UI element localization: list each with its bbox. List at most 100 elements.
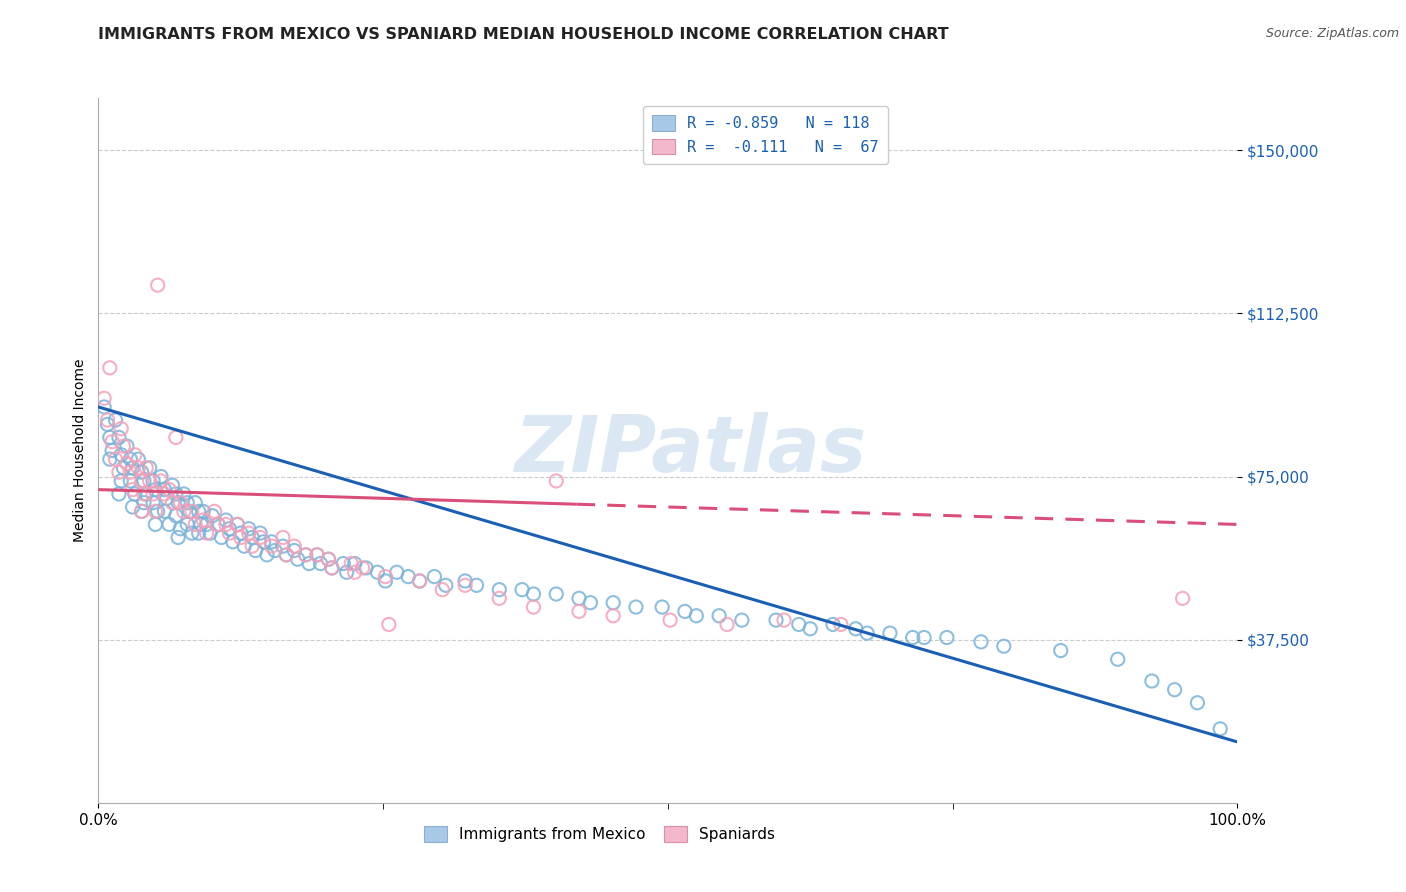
Point: [276, 548, 298, 562]
Point: [260, 534, 283, 549]
Point: [110, 422, 132, 436]
Point: [156, 491, 179, 506]
Point: [1140, 673, 1163, 688]
Point: [124, 448, 146, 462]
Point: [162, 496, 184, 510]
Point: [378, 617, 401, 632]
Point: [1107, 652, 1129, 666]
Point: [256, 548, 278, 562]
Point: [830, 617, 852, 632]
Text: IMMIGRANTS FROM MEXICO VS SPANIARD MEDIAN HOUSEHOLD INCOME CORRELATION CHART: IMMIGRANTS FROM MEXICO VS SPANIARD MEDIA…: [98, 27, 949, 42]
Point: [454, 574, 477, 588]
Point: [264, 543, 287, 558]
Point: [432, 582, 454, 597]
Point: [146, 504, 169, 518]
Point: [104, 452, 127, 467]
Point: [336, 566, 359, 580]
Point: [165, 508, 187, 523]
Point: [162, 478, 184, 492]
Point: [104, 413, 127, 427]
Point: [240, 539, 263, 553]
Point: [294, 548, 316, 562]
Point: [773, 613, 796, 627]
Point: [127, 461, 149, 475]
Point: [131, 504, 153, 518]
Point: [98, 430, 121, 444]
Point: [879, 626, 901, 640]
Point: [204, 504, 226, 518]
Point: [150, 469, 173, 483]
Point: [101, 443, 124, 458]
Point: [307, 548, 329, 562]
Point: [108, 487, 131, 501]
Point: [434, 578, 457, 592]
Point: [245, 543, 267, 558]
Point: [176, 517, 198, 532]
Point: [138, 474, 160, 488]
Point: [309, 557, 332, 571]
Point: [135, 487, 157, 501]
Point: [423, 569, 446, 583]
Point: [1049, 643, 1071, 657]
Point: [568, 604, 591, 618]
Point: [108, 430, 131, 444]
Point: [396, 569, 419, 583]
Point: [260, 539, 283, 553]
Point: [131, 474, 153, 488]
Point: [287, 552, 309, 566]
Point: [187, 504, 209, 518]
Point: [157, 517, 180, 532]
Point: [173, 504, 195, 518]
Point: [716, 617, 738, 632]
Point: [179, 504, 201, 518]
Point: [343, 557, 366, 571]
Point: [522, 587, 544, 601]
Point: [215, 517, 238, 532]
Point: [112, 439, 135, 453]
Y-axis label: Median Household Income: Median Household Income: [73, 359, 87, 542]
Point: [138, 461, 160, 475]
Point: [408, 574, 430, 588]
Point: [187, 526, 209, 541]
Point: [98, 360, 121, 375]
Point: [93, 391, 115, 405]
Point: [271, 531, 294, 545]
Point: [157, 483, 180, 497]
Point: [167, 531, 190, 545]
Point: [142, 496, 165, 510]
Point: [180, 504, 202, 518]
Point: [901, 631, 924, 645]
Point: [970, 635, 993, 649]
Point: [1209, 722, 1232, 736]
Point: [673, 604, 696, 618]
Point: [98, 452, 121, 467]
Point: [283, 539, 305, 553]
Point: [935, 631, 957, 645]
Point: [209, 531, 232, 545]
Point: [321, 561, 343, 575]
Point: [96, 417, 118, 432]
Point: [374, 574, 396, 588]
Legend: Immigrants from Mexico, Spaniards: Immigrants from Mexico, Spaniards: [418, 820, 782, 848]
Point: [215, 513, 238, 527]
Point: [165, 430, 187, 444]
Point: [343, 566, 366, 580]
Point: [546, 587, 568, 601]
Point: [198, 526, 221, 541]
Point: [249, 531, 271, 545]
Point: [298, 557, 321, 571]
Point: [142, 474, 165, 488]
Point: [799, 622, 821, 636]
Point: [366, 566, 388, 580]
Point: [385, 566, 408, 580]
Point: [602, 596, 624, 610]
Point: [121, 483, 143, 497]
Point: [845, 622, 868, 636]
Point: [226, 517, 249, 532]
Point: [454, 578, 477, 592]
Point: [173, 487, 195, 501]
Point: [145, 483, 167, 497]
Point: [238, 522, 260, 536]
Point: [602, 608, 624, 623]
Point: [238, 526, 260, 541]
